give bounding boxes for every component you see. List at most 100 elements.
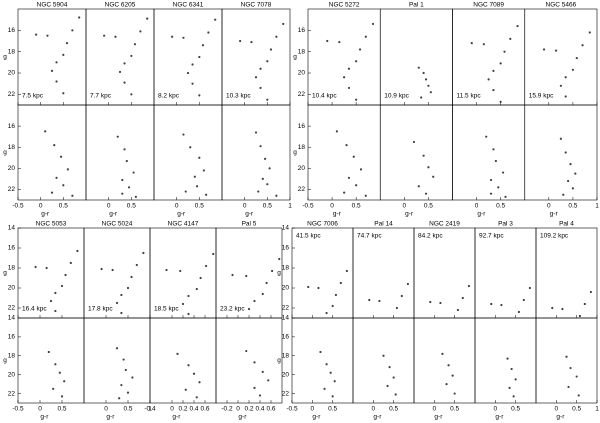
star-point [564,76,567,79]
star-point [432,175,435,178]
x-tick-label: -0.5 [12,406,24,413]
y-tick-label: 20 [298,70,306,77]
star-point [103,34,106,37]
x-axis-label: g-r [405,211,414,218]
star-point [131,376,134,379]
star-point [559,84,562,87]
panel-frame [452,8,526,106]
star-point [184,388,187,391]
star-point [179,269,182,273]
x-tick-label: 0.5 [127,203,136,210]
panel-frame [474,227,537,319]
star-point [482,43,485,46]
star-point [470,42,473,45]
star-point [55,61,58,64]
x-tick-label: 0 [170,406,174,413]
star-point [120,293,123,297]
star-point [522,298,525,302]
star-point [378,299,381,303]
star-point [130,275,133,279]
star-point [456,308,460,312]
star-point [261,370,264,373]
star-point [422,71,425,75]
star-point [142,251,145,255]
panel-frame [352,317,415,404]
x-tick-label: 0 [104,406,108,413]
x-axis-label: g-r [556,414,565,421]
star-point [499,100,502,103]
star-point [335,130,338,133]
star-point [124,368,127,372]
y-tick-label: 20 [282,371,290,378]
x-tick-label: 0.5 [450,406,459,413]
star-point [53,144,56,147]
star-point [542,48,546,51]
distance-label: 18.5 kpc [154,306,179,313]
x-tick-label: 0.5 [123,406,132,413]
x-tick-label: 0 [475,203,479,210]
y-axis-label: g [3,357,7,364]
distance-label: 10.4 kpc [312,93,337,100]
star-point [115,301,119,305]
distance-label: 16.4 kpc [22,306,47,313]
star-point [278,257,281,261]
x-tick-label: 0 [107,203,111,210]
y-tick-label: 18 [282,352,290,359]
star-point [123,62,126,65]
star-point [184,190,187,193]
star-point [199,276,202,280]
star-point [439,301,442,305]
star-point [195,287,198,291]
distance-label: 15.9 kpc [529,93,554,100]
star-point [588,31,591,34]
y-tick-label: 16 [298,27,306,34]
panel-title: Pal 5 [242,221,257,228]
star-point [66,168,69,171]
star-point [35,33,38,36]
star-point [345,269,348,273]
y-tick-label: 22 [298,91,306,98]
star-point [245,274,248,278]
star-point [176,352,179,355]
star-point [364,35,367,38]
star-point [490,302,493,306]
panel-title: NGC 5053 [36,221,67,228]
x-axis-label: g-r [172,414,181,421]
star-point [567,179,570,183]
star-point [323,387,326,390]
star-point [195,396,198,399]
star-point [123,148,126,151]
y-tick-label: 16 [282,245,290,252]
distance-label: 109.2 kpc [540,233,569,240]
distance-label: 10.9 kpc [384,93,409,100]
star-point [331,395,334,398]
star-point [339,281,342,285]
star-point [60,395,64,398]
star-point [510,367,513,371]
panel-frame [17,227,85,319]
star-point [62,92,65,95]
star-point [120,383,123,387]
x-axis-label: g-r [550,211,559,218]
star-point [565,355,568,358]
star-point [125,159,128,163]
panel-frame [149,317,217,404]
star-point [253,299,256,303]
x-tick-label: 1 [288,203,292,210]
star-point [253,361,256,364]
x-tick-label: 0.4 [255,406,264,413]
star-point [564,151,567,154]
star-point [338,40,341,44]
star-point [352,155,355,158]
star-point [207,31,210,34]
star-point [577,394,580,397]
y-axis-label: g [3,149,7,156]
panel-frame [524,8,598,106]
panel-frame [85,104,155,201]
star-point [569,163,572,166]
distance-label: 11.5 kpc [457,93,482,100]
star-point [528,286,532,290]
star-point [371,22,375,26]
star-point [250,40,253,44]
star-point [34,265,37,269]
